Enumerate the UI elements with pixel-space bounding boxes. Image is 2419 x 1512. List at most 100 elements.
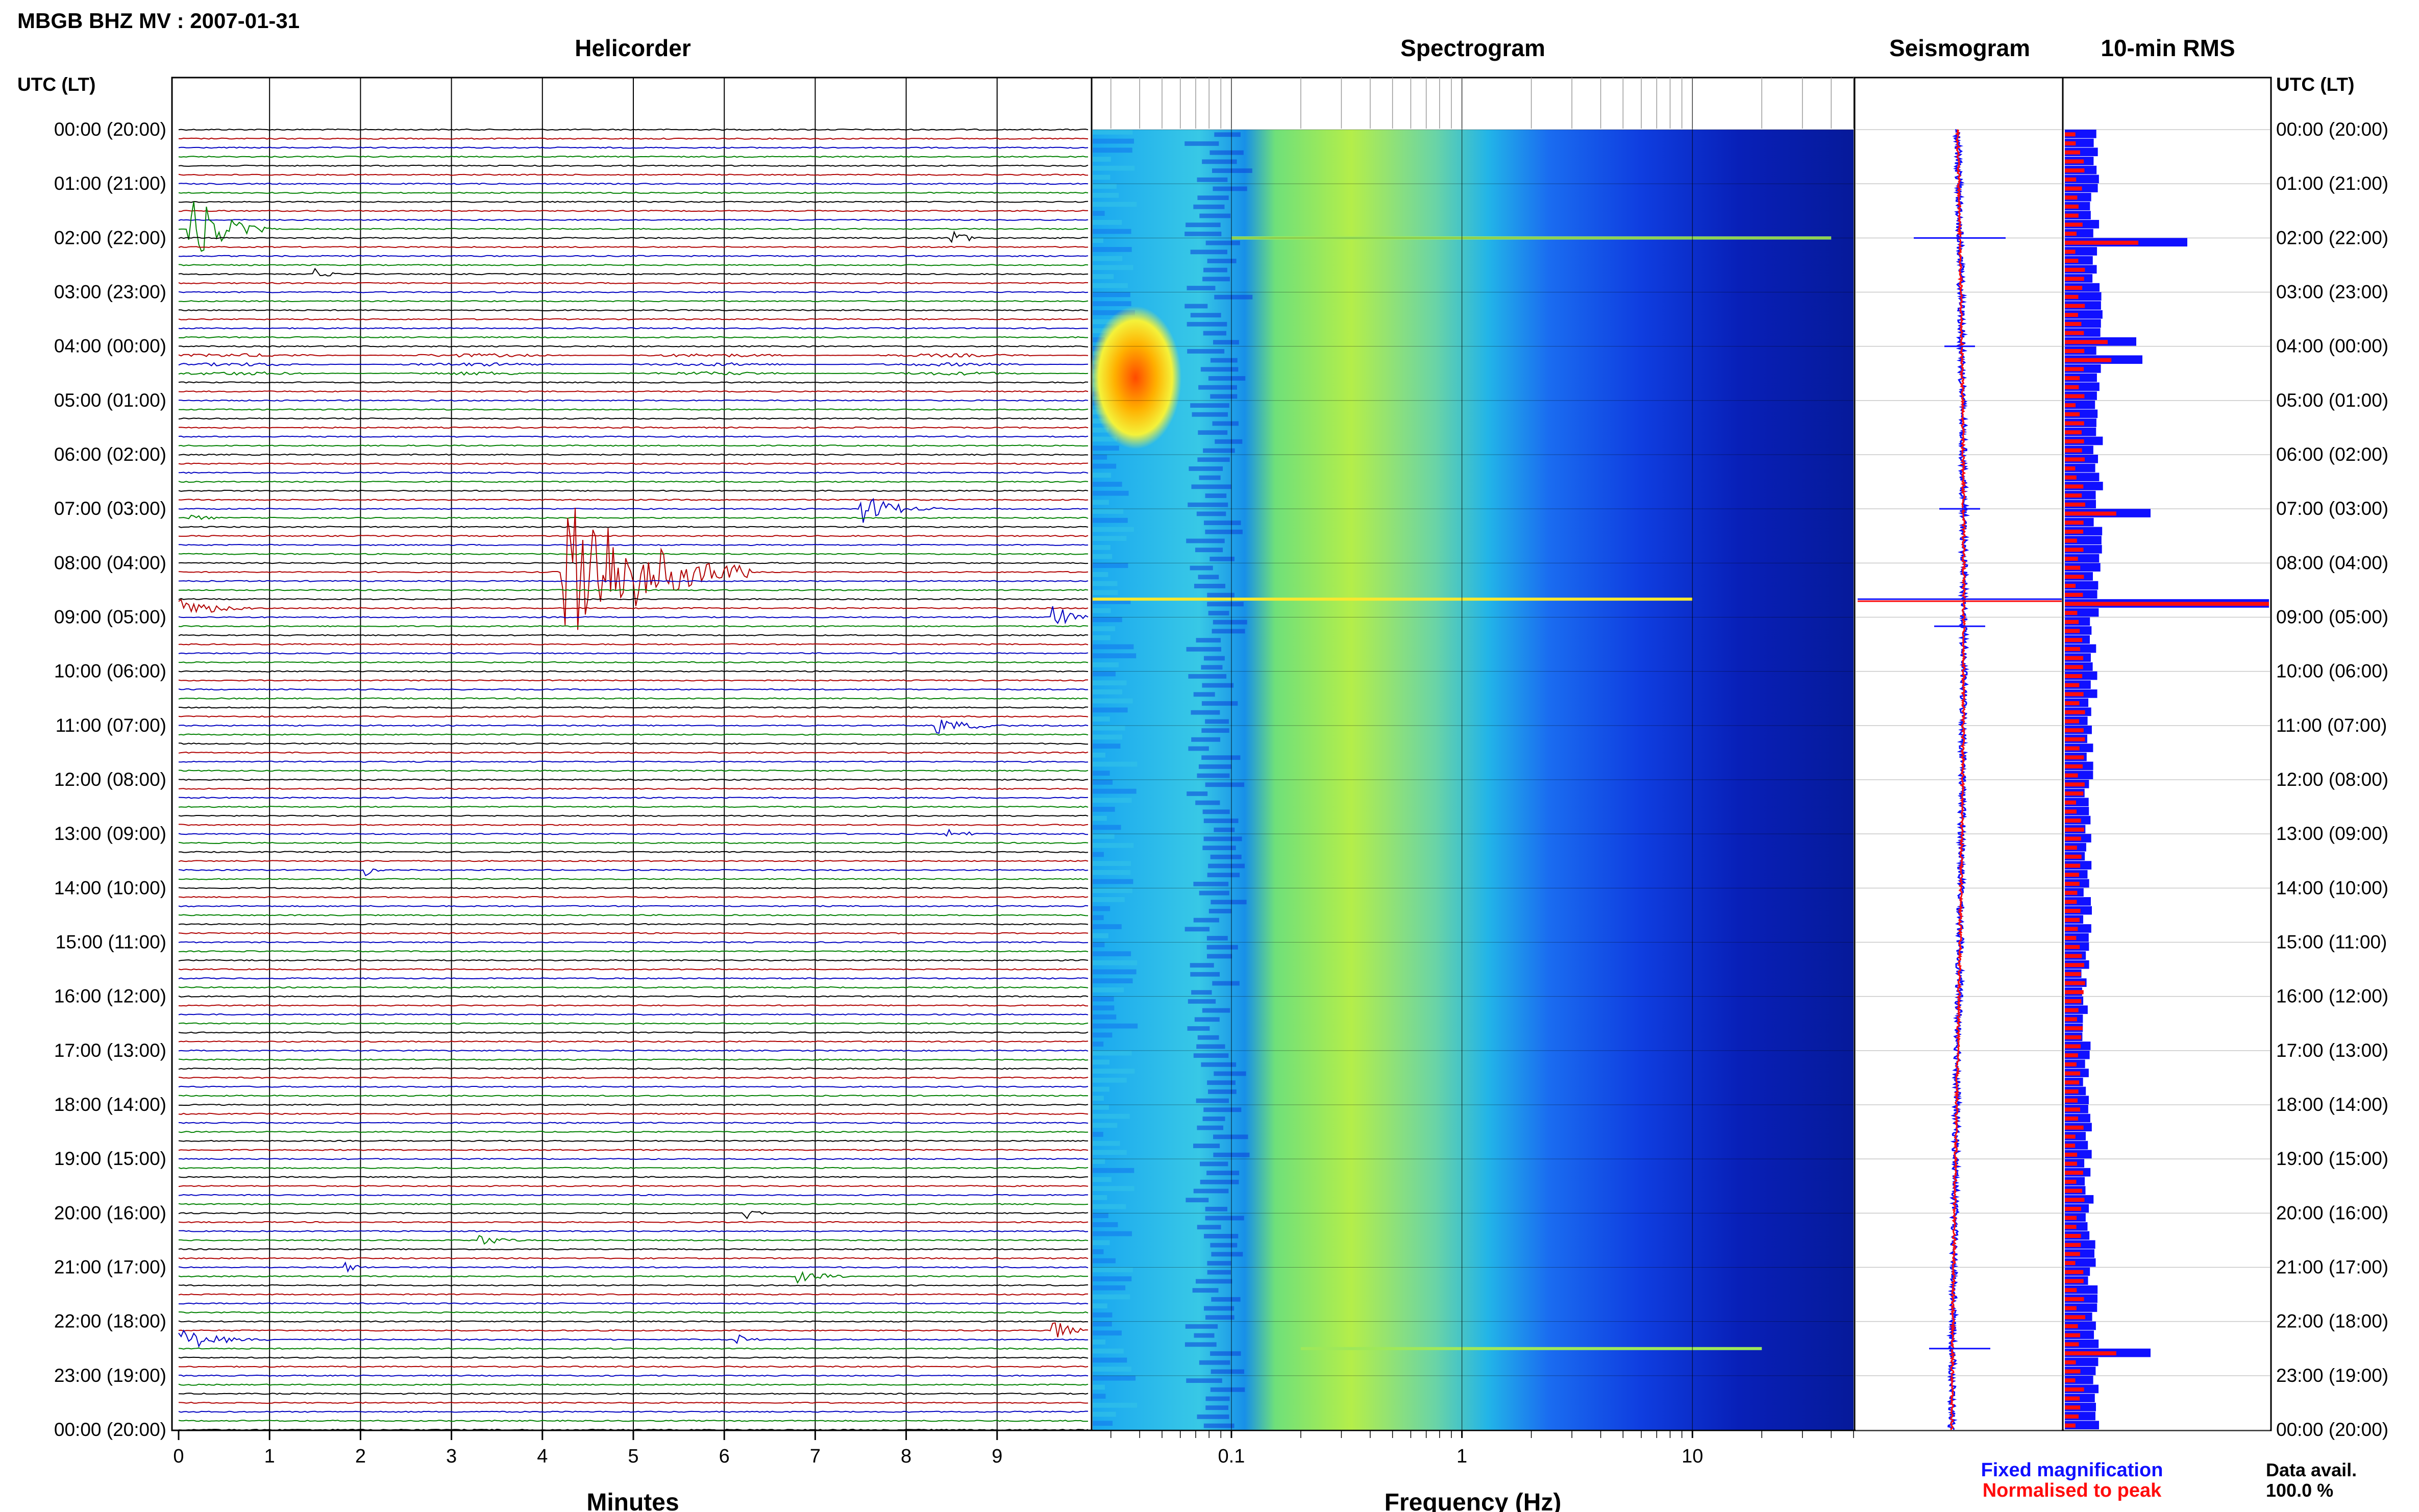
rms-bar-normalised (2065, 1333, 2081, 1337)
spectrogram-row-segment (1093, 680, 1127, 686)
helicorder-trace-line (178, 923, 1089, 926)
rms-bar-normalised (2065, 1017, 2077, 1022)
helicorder-trace-line (178, 977, 1089, 980)
spectrogram-row-segment (1199, 475, 1221, 480)
helicorder-trace-line (179, 1095, 1089, 1097)
time-label-left: 19:00 (15:00) (54, 1148, 166, 1169)
helicorder-trace-line (178, 201, 1089, 203)
helicorder-trace-line (178, 887, 1089, 889)
spectrogram-row-segment (1199, 1360, 1230, 1365)
spectrogram-row-segment (1197, 457, 1230, 462)
rms-bar-normalised (2065, 548, 2084, 552)
helicorder-trace-line (178, 841, 1089, 845)
rms-bar-normalised (2065, 755, 2084, 760)
rms-bar-normalised (2065, 1144, 2076, 1148)
rms-bar-normalised (2065, 1107, 2080, 1112)
data-availability-label: Data avail. (2266, 1459, 2357, 1480)
rms-bar-normalised (2065, 1216, 2077, 1220)
spectrogram-row-segment (1093, 482, 1122, 487)
spectrogram-row-segment (1186, 222, 1221, 228)
time-label-left: 00:00 (20:00) (54, 1419, 166, 1440)
rms-bar-normalised (2065, 1171, 2083, 1175)
spectrogram-row-segment (1093, 229, 1131, 234)
helicorder-trace-line (178, 828, 1089, 837)
spectrogram-row-segment (1093, 1105, 1109, 1110)
time-label-right: 04:00 (00:00) (2276, 336, 2388, 357)
rms-bar-normalised (2065, 1008, 2079, 1012)
spectrogram-row-segment (1093, 581, 1118, 586)
spectrogram-row-segment (1196, 638, 1221, 643)
time-label-right: 19:00 (15:00) (2276, 1148, 2388, 1169)
spectrogram-row-segment (1093, 292, 1130, 298)
rms-bar-normalised (2065, 1324, 2078, 1328)
rms-bar-normalised (2065, 890, 2078, 895)
rms-bar-normalised (2065, 529, 2084, 534)
spectrogram-row-segment (1202, 277, 1230, 282)
rms-bar-normalised (2065, 385, 2079, 389)
spectrogram-row-segment (1203, 819, 1239, 823)
spectrogram-row-segment (1093, 563, 1128, 568)
spectrogram-row-segment (1203, 267, 1227, 272)
spectrogram-row-segment (1193, 881, 1229, 886)
spectrogram-row-segment (1093, 192, 1119, 198)
rms-bar-normalised (2065, 1351, 2116, 1356)
spectrogram-row-segment (1187, 286, 1216, 290)
helicorder-trace-line (178, 797, 1089, 799)
spectrogram-row-segment (1193, 1053, 1229, 1058)
rms-bar-normalised (2065, 1206, 2081, 1211)
spectrogram-row-segment (1206, 945, 1238, 950)
time-label-left: 11:00 (07:00) (56, 715, 166, 736)
helicorder-trace-line (178, 950, 1089, 953)
rms-bar-normalised (2065, 177, 2077, 182)
rms-bar-normalised (2065, 1117, 2078, 1121)
spectrogram-row-segment (1190, 250, 1227, 255)
spectrogram-event-lines (1093, 236, 1832, 1350)
helicorder-trace-line (178, 480, 1089, 483)
time-label-left: 02:00 (22:00) (54, 227, 166, 248)
spectrogram-row-segment (1093, 771, 1110, 776)
rms-bar-normalised (2065, 602, 2269, 606)
helicorder-trace-line (178, 760, 1089, 763)
rms-bar-normalised (2065, 231, 2077, 236)
helicorder-trace-line (178, 1374, 1089, 1377)
rms-bar-normalised (2065, 259, 2079, 263)
helicorder-trace-line (178, 851, 1089, 853)
x-tick-label: 5 (628, 1446, 638, 1467)
spectrogram-row-segment (1093, 1186, 1134, 1191)
time-labels-left: 00:00 (20:00) 01:00 (21:00) 02:00 (22:00) 0… (54, 119, 166, 1440)
rms-bar-normalised (2065, 900, 2077, 904)
spectrogram-row-segment (1203, 656, 1225, 661)
spectrogram-row-segment (1093, 517, 1128, 523)
spectrogram-row-segment (1093, 1367, 1131, 1372)
helicorder-trace-line (178, 267, 1089, 277)
spectrogram-row-segment (1205, 1396, 1230, 1401)
spectrogram-row-segment (1093, 1340, 1106, 1345)
helicorder-trace-line (178, 1210, 1089, 1220)
spectrogram-row-segment (1201, 701, 1238, 706)
helicorder-trace-line (178, 399, 1089, 402)
helicorder-trace-line (178, 1248, 1089, 1251)
helicorder-trace-line (178, 381, 1089, 384)
spectrogram-image (1093, 130, 1854, 1430)
time-label-right: 03:00 (23:00) (2276, 282, 2388, 303)
helicorder-trace-line (178, 1393, 1089, 1395)
time-label-left: 14:00 (10:00) (54, 877, 166, 898)
time-label-right: 08:00 (04:00) (2276, 552, 2388, 573)
helicorder-trace-line (178, 1428, 1089, 1431)
spectrogram-row-segment (1093, 1213, 1108, 1219)
spectrogram-row-segment (1093, 933, 1108, 938)
rms-bar-normalised (2065, 918, 2080, 922)
helicorder-trace-line (178, 778, 1089, 781)
helicorder-trace-line (178, 1122, 1089, 1124)
rms-bar-normalised (2065, 873, 2079, 877)
rms-bar-normalised (2065, 439, 2084, 443)
spectrogram-title: Spectrogram (1400, 35, 1545, 61)
spectrogram-row-segment (1202, 1008, 1230, 1013)
spectrogram-row-segment (1208, 1089, 1237, 1094)
spectrogram-row-segment (1191, 710, 1220, 715)
rms-bar-normalised (2065, 990, 2084, 995)
x-tick-label: 6 (719, 1446, 730, 1467)
spectrogram-row-segment (1093, 1421, 1113, 1426)
helicorder-trace-line (178, 598, 1089, 601)
